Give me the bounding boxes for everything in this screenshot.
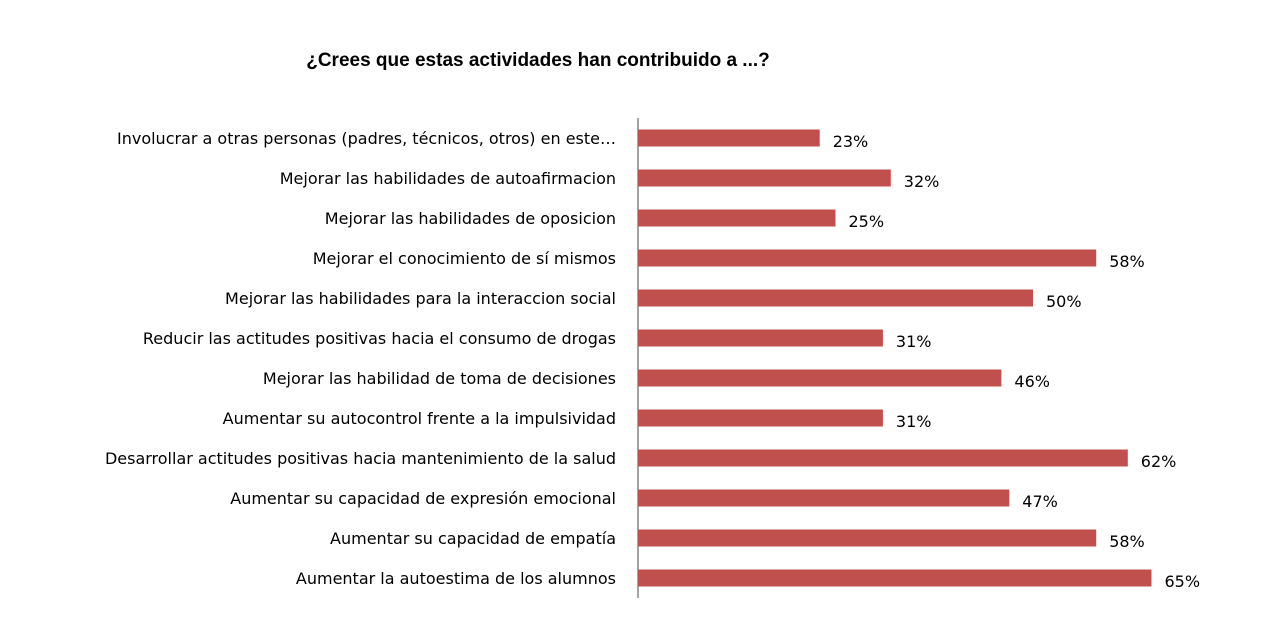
value-label-2: 32% bbox=[904, 172, 940, 191]
value-label-3: 25% bbox=[849, 212, 885, 231]
category-label-7: Mejorar las habilidad de toma de decisio… bbox=[263, 369, 616, 388]
value-label-5: 50% bbox=[1046, 292, 1082, 311]
bar-3 bbox=[638, 209, 836, 227]
bar-1 bbox=[638, 129, 820, 147]
bar-2 bbox=[638, 169, 891, 187]
bar-11 bbox=[638, 529, 1097, 547]
value-label-6: 31% bbox=[896, 332, 932, 351]
value-label-1: 23% bbox=[833, 132, 869, 151]
category-label-9: Desarrollar actitudes positivas hacia ma… bbox=[105, 449, 616, 468]
bars-group bbox=[638, 129, 1152, 587]
bar-9 bbox=[638, 449, 1128, 467]
value-label-4: 58% bbox=[1109, 252, 1145, 271]
bar-4 bbox=[638, 249, 1097, 267]
value-label-7: 46% bbox=[1014, 372, 1050, 391]
category-label-12: Aumentar la autoestima de los alumnos bbox=[296, 569, 616, 588]
category-label-2: Mejorar las habilidades de autoafirmacio… bbox=[280, 169, 616, 188]
value-label-12: 65% bbox=[1165, 572, 1201, 591]
chart-title: ¿Crees que estas actividades han contrib… bbox=[306, 50, 770, 71]
value-label-8: 31% bbox=[896, 412, 932, 431]
bar-5 bbox=[638, 289, 1033, 307]
bar-10 bbox=[638, 489, 1010, 507]
category-label-8: Aumentar su autocontrol frente a la impu… bbox=[223, 409, 616, 428]
bar-12 bbox=[638, 569, 1152, 587]
category-label-10: Aumentar su capacidad de expresión emoci… bbox=[230, 489, 616, 508]
category-labels-group: Involucrar a otras personas (padres, téc… bbox=[105, 129, 616, 588]
value-label-11: 58% bbox=[1109, 532, 1145, 551]
category-label-5: Mejorar las habilidades para la interacc… bbox=[225, 289, 616, 308]
value-label-10: 47% bbox=[1022, 492, 1058, 511]
category-label-6: Reducir las actitudes positivas hacia el… bbox=[143, 329, 616, 348]
category-label-3: Mejorar las habilidades de oposicion bbox=[325, 209, 616, 228]
bar-6 bbox=[638, 329, 883, 347]
category-label-1: Involucrar a otras personas (padres, téc… bbox=[117, 129, 616, 148]
bar-7 bbox=[638, 369, 1002, 387]
value-labels-group: 23% 32% 25% 58% 50% 31% 46% 31% 62% 47% 58% 65% bbox=[833, 132, 1200, 591]
bar-8 bbox=[638, 409, 883, 427]
category-label-4: Mejorar el conocimiento de sí mismos bbox=[313, 249, 616, 268]
category-label-11: Aumentar su capacidad de empatía bbox=[330, 529, 616, 548]
value-label-9: 62% bbox=[1141, 452, 1177, 471]
